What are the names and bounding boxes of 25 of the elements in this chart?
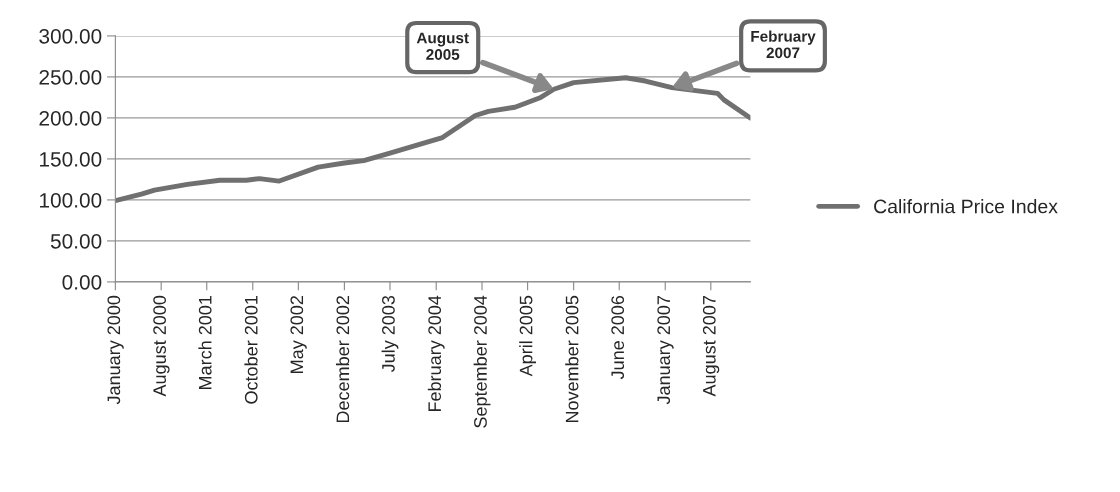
x-tick-label: October 2001 xyxy=(244,295,258,404)
y-tick-label: 200.00 xyxy=(39,110,102,126)
x-tick-label: February 2004 xyxy=(427,295,445,412)
x-tick-label: August 2007 xyxy=(702,296,720,397)
y-tick-label: 0.00 xyxy=(62,274,102,290)
y-tick-label: 50.00 xyxy=(50,233,102,249)
y-tick-label: 300.00 xyxy=(39,28,102,44)
y-tick-label: 100.00 xyxy=(40,192,102,208)
line-series xyxy=(115,75,751,204)
x-tick-label: December 2002 xyxy=(335,296,350,423)
x-tick-label: July 2003 xyxy=(381,295,399,373)
x-tick-label: March 2001 xyxy=(198,295,212,389)
legend-label: California Price Index xyxy=(874,199,1058,214)
x-tick-label: January 2000 xyxy=(107,295,124,405)
x-tick-label: January 2007 xyxy=(657,296,674,405)
x-tick-label: November 2005 xyxy=(565,295,579,423)
x-tick-label: May 2002 xyxy=(290,296,307,373)
x-tick-label: August 2000 xyxy=(153,295,170,397)
x-tick-label: September 2004 xyxy=(473,295,491,428)
annotation: August 2005 xyxy=(416,32,469,60)
annotation: February 2007 xyxy=(751,30,816,59)
y-tick-label: 250.00 xyxy=(39,69,102,85)
x-tick-label: June 2006 xyxy=(611,295,625,380)
x-tick-label: April 2005 xyxy=(519,295,537,377)
y-tick-label: 150.00 xyxy=(40,151,102,167)
